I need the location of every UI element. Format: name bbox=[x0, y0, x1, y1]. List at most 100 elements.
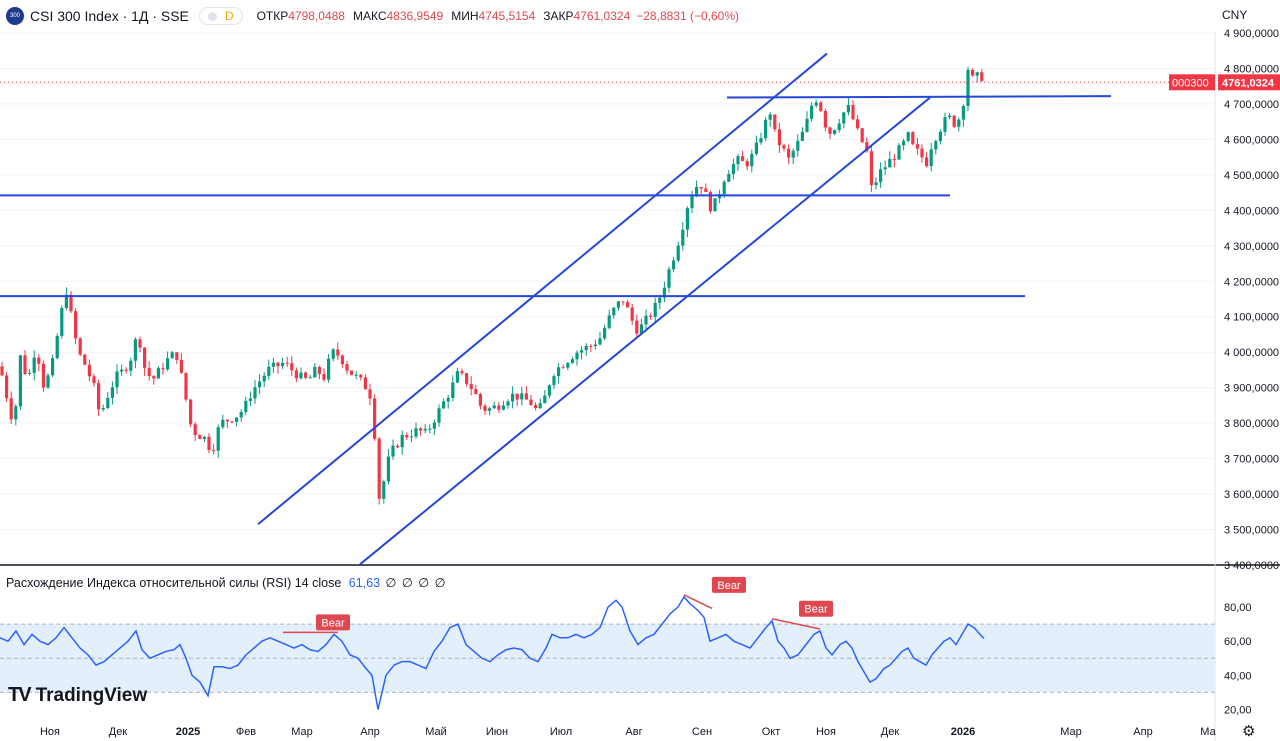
candle-body bbox=[478, 394, 482, 406]
candle-body bbox=[538, 403, 542, 409]
x-tick-label: Фев bbox=[236, 726, 256, 738]
candle-body bbox=[216, 427, 220, 451]
status-pill[interactable]: D bbox=[198, 7, 243, 25]
candle-body bbox=[405, 435, 409, 438]
candle-body bbox=[9, 398, 13, 420]
candle-body bbox=[138, 339, 142, 348]
currency-select[interactable]: CNY bbox=[1222, 8, 1248, 22]
candle-body bbox=[373, 398, 377, 439]
candle-body bbox=[787, 148, 791, 158]
candle-body bbox=[920, 148, 924, 158]
candle-body bbox=[506, 401, 510, 406]
candle-body bbox=[699, 187, 703, 189]
rsi-tick-label: 40,00 bbox=[1224, 670, 1252, 682]
candle-body bbox=[846, 105, 850, 113]
x-tick-label: Ноя bbox=[816, 726, 836, 738]
candle-body bbox=[897, 145, 901, 160]
candle-body bbox=[281, 362, 285, 367]
candle-body bbox=[823, 110, 827, 128]
candle-body bbox=[331, 349, 335, 359]
candle-body bbox=[382, 481, 386, 499]
x-tick-label: Ноя bbox=[40, 726, 60, 738]
candle-body bbox=[350, 370, 354, 375]
candle-body bbox=[18, 355, 22, 407]
x-tick-label: 2026 bbox=[951, 726, 975, 738]
candle-body bbox=[313, 366, 317, 378]
candle-body bbox=[23, 355, 27, 374]
price-tick-label: 3 400,0000 bbox=[1224, 560, 1279, 572]
candle-body bbox=[64, 294, 68, 308]
x-tick-label: Мар bbox=[1060, 726, 1082, 738]
x-tick-label: Мар bbox=[291, 726, 313, 738]
candle-body bbox=[419, 428, 423, 431]
candle-body bbox=[943, 117, 947, 132]
candle-body bbox=[888, 158, 892, 168]
candle-body bbox=[511, 393, 515, 402]
candle-body bbox=[290, 363, 294, 371]
x-tick-label: Дек bbox=[109, 726, 128, 738]
candle-body bbox=[308, 377, 312, 379]
candle-body bbox=[322, 374, 326, 380]
candle-body bbox=[474, 389, 478, 395]
candle-body bbox=[446, 397, 450, 402]
candle-body bbox=[60, 307, 64, 336]
price-tick-label: 4 500,0000 bbox=[1224, 170, 1279, 182]
candle-body bbox=[906, 132, 910, 141]
candle-body bbox=[386, 456, 390, 482]
tradingview-logo[interactable]: TV TradingView bbox=[8, 684, 147, 707]
last-price-label: 4761,0324 bbox=[1222, 77, 1275, 89]
price-tick-label: 4 600,0000 bbox=[1224, 134, 1279, 146]
candle-body bbox=[244, 400, 248, 413]
candle-body bbox=[980, 72, 984, 81]
candle-body bbox=[626, 302, 630, 308]
trendline-3 bbox=[726, 95, 1112, 99]
candle-body bbox=[442, 401, 446, 409]
rsi-extra-1: ∅ bbox=[385, 576, 397, 590]
candle-body bbox=[520, 393, 524, 400]
candle-body bbox=[304, 372, 308, 378]
rsi-tick-label: 20,00 bbox=[1224, 704, 1252, 716]
candle-body bbox=[662, 287, 666, 298]
candle-body bbox=[828, 127, 832, 134]
candle-body bbox=[607, 315, 611, 328]
x-tick-label: Дек bbox=[881, 726, 900, 738]
candle-body bbox=[110, 387, 114, 398]
candle-body bbox=[948, 115, 952, 118]
candle-body bbox=[902, 140, 906, 146]
candle-body bbox=[253, 387, 257, 399]
settings-icon[interactable]: ⚙ bbox=[1242, 723, 1256, 740]
candle-body bbox=[147, 368, 151, 377]
candle-body bbox=[423, 428, 427, 431]
candle-body bbox=[336, 349, 340, 356]
price-tick-label: 3 800,0000 bbox=[1224, 418, 1279, 430]
candle-body bbox=[534, 405, 538, 409]
symbol-title[interactable]: CSI 300 Index · 1Д · SSE bbox=[30, 8, 189, 24]
candle-body bbox=[497, 405, 501, 410]
candle-body bbox=[934, 141, 938, 150]
candle-body bbox=[299, 372, 303, 379]
candle-body bbox=[819, 102, 823, 111]
candle-body bbox=[106, 397, 110, 409]
candle-body bbox=[621, 301, 625, 303]
candle-body bbox=[156, 368, 160, 379]
low-value: 4745,5154 bbox=[478, 9, 536, 23]
close-value: 4761,0324 bbox=[573, 9, 631, 23]
x-tick-label: Июл bbox=[550, 726, 572, 738]
price-tick-label: 3 700,0000 bbox=[1224, 454, 1279, 466]
candle-body bbox=[561, 367, 565, 369]
status-dot-icon bbox=[207, 11, 217, 21]
candle-body bbox=[800, 131, 804, 141]
candle-body bbox=[566, 363, 570, 368]
candle-body bbox=[874, 182, 878, 186]
candle-body bbox=[248, 398, 252, 401]
candle-body bbox=[676, 245, 680, 261]
candle-body bbox=[432, 422, 436, 429]
candle-body bbox=[78, 338, 82, 355]
candle-body bbox=[856, 119, 860, 129]
high-value: 4836,9549 bbox=[386, 9, 444, 23]
rsi-legend: Расхождение Индекса относительной силы (… bbox=[6, 575, 446, 590]
candle-body bbox=[667, 269, 671, 288]
candle-body bbox=[267, 366, 271, 376]
price-tick-label: 4 800,0000 bbox=[1224, 63, 1279, 75]
